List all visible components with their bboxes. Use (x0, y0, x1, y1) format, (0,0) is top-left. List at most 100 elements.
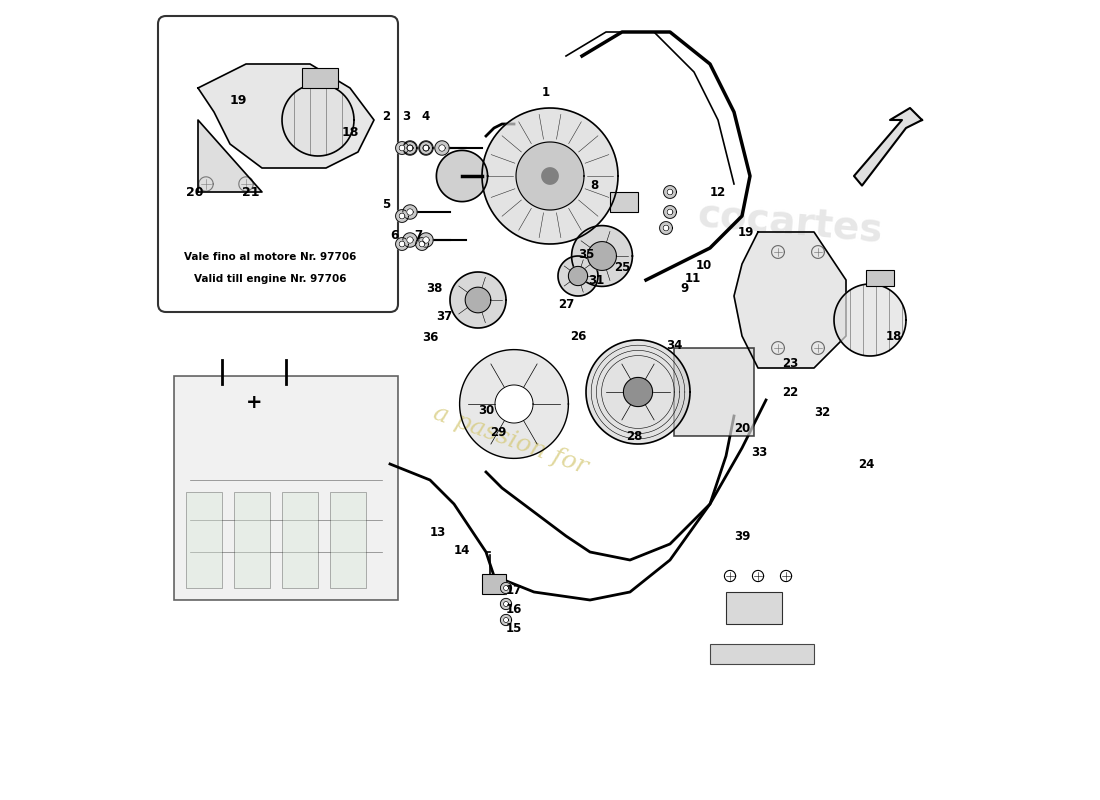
Polygon shape (422, 237, 429, 243)
Text: 15: 15 (506, 622, 522, 634)
Polygon shape (198, 120, 262, 192)
Text: 12: 12 (710, 186, 726, 198)
Polygon shape (516, 142, 584, 210)
Polygon shape (558, 256, 598, 296)
Text: 8: 8 (590, 179, 598, 192)
Text: cocartes: cocartes (696, 197, 884, 251)
Polygon shape (439, 145, 446, 151)
Text: 26: 26 (570, 330, 586, 342)
Polygon shape (396, 238, 408, 250)
Polygon shape (500, 582, 512, 594)
Polygon shape (419, 141, 433, 155)
Polygon shape (424, 145, 429, 151)
FancyBboxPatch shape (674, 348, 755, 436)
FancyBboxPatch shape (158, 16, 398, 312)
Text: 14: 14 (454, 544, 470, 557)
Polygon shape (198, 64, 374, 168)
Polygon shape (504, 602, 508, 606)
Bar (330, 492, 366, 588)
Text: 29: 29 (490, 426, 506, 438)
Text: 19: 19 (230, 94, 248, 107)
Polygon shape (495, 385, 534, 423)
Polygon shape (500, 598, 512, 610)
Polygon shape (569, 266, 587, 286)
Text: +: + (246, 393, 263, 412)
Polygon shape (660, 222, 672, 234)
Polygon shape (450, 272, 506, 328)
Polygon shape (403, 141, 417, 155)
Bar (726, 592, 782, 624)
Text: 30: 30 (477, 404, 494, 417)
Polygon shape (460, 350, 569, 458)
Polygon shape (396, 210, 408, 222)
Text: 38: 38 (426, 282, 442, 294)
Text: a passion for: a passion for (429, 402, 591, 478)
Polygon shape (434, 141, 449, 155)
Bar (302, 68, 338, 88)
Bar (866, 270, 894, 286)
Bar (186, 492, 222, 588)
Polygon shape (500, 614, 512, 626)
Text: 18: 18 (342, 126, 360, 139)
Text: 17: 17 (506, 584, 522, 597)
Text: 3: 3 (402, 110, 410, 122)
Bar (610, 192, 638, 212)
Polygon shape (667, 209, 673, 215)
Polygon shape (572, 226, 632, 286)
Text: 2: 2 (382, 110, 390, 122)
Text: 18: 18 (886, 330, 902, 342)
Text: 28: 28 (626, 430, 642, 442)
Polygon shape (404, 142, 417, 154)
Text: 20: 20 (186, 186, 204, 199)
Polygon shape (663, 225, 669, 231)
Polygon shape (667, 189, 673, 195)
Polygon shape (854, 108, 922, 186)
Polygon shape (419, 233, 433, 247)
Text: 27: 27 (558, 298, 574, 310)
Text: Vale fino al motore Nr. 97706: Vale fino al motore Nr. 97706 (184, 252, 356, 262)
Polygon shape (734, 232, 846, 368)
Polygon shape (422, 145, 429, 151)
Polygon shape (586, 340, 690, 444)
Text: 1: 1 (542, 86, 550, 98)
Bar (482, 574, 506, 594)
Text: 4: 4 (422, 110, 430, 122)
Polygon shape (416, 238, 428, 250)
Text: 19: 19 (738, 226, 755, 238)
Text: 16: 16 (506, 603, 522, 616)
Polygon shape (399, 241, 405, 247)
Polygon shape (663, 186, 676, 198)
Text: 23: 23 (782, 358, 799, 370)
Polygon shape (407, 237, 414, 243)
Polygon shape (419, 241, 425, 247)
Text: 9: 9 (680, 282, 689, 294)
Text: 7: 7 (414, 229, 422, 242)
Text: 25: 25 (614, 261, 630, 274)
Text: 32: 32 (814, 406, 830, 418)
Polygon shape (542, 168, 558, 184)
Text: 39: 39 (734, 530, 750, 542)
Text: 35: 35 (578, 248, 594, 261)
Polygon shape (282, 84, 354, 156)
Polygon shape (419, 142, 432, 154)
Text: 37: 37 (437, 310, 452, 322)
Bar (234, 492, 270, 588)
Text: 5: 5 (382, 198, 390, 210)
Bar (710, 644, 814, 664)
Polygon shape (482, 108, 618, 244)
Text: 31: 31 (588, 274, 605, 286)
Text: Valid till engine Nr. 97706: Valid till engine Nr. 97706 (194, 274, 346, 284)
Text: 34: 34 (666, 339, 682, 352)
Polygon shape (663, 206, 676, 218)
Polygon shape (624, 378, 652, 406)
Polygon shape (399, 145, 405, 151)
Text: 24: 24 (858, 458, 874, 470)
Text: 33: 33 (751, 446, 768, 458)
Polygon shape (403, 205, 417, 219)
Text: 22: 22 (782, 386, 799, 398)
Text: 10: 10 (695, 259, 712, 272)
Polygon shape (587, 242, 616, 270)
Polygon shape (407, 209, 414, 215)
Bar (174, 376, 398, 600)
Polygon shape (396, 142, 408, 154)
